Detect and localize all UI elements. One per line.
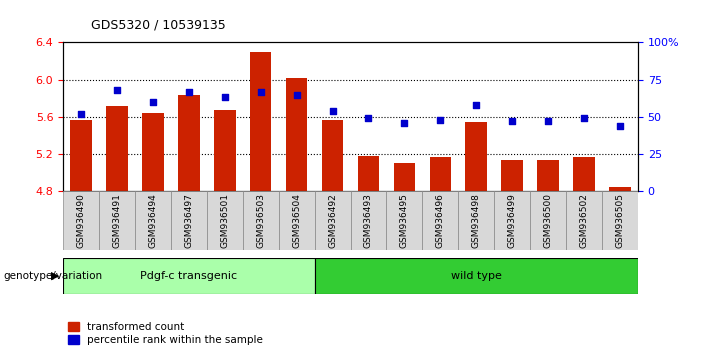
Point [363,115,374,121]
FancyBboxPatch shape [494,191,530,250]
Bar [501,160,523,191]
FancyBboxPatch shape [63,191,99,250]
Text: GSM936497: GSM936497 [184,193,193,248]
Text: GSM936501: GSM936501 [220,193,229,248]
FancyBboxPatch shape [315,258,638,294]
Point [183,89,194,95]
Text: GSM936505: GSM936505 [615,193,625,248]
FancyBboxPatch shape [207,191,243,250]
Text: GSM936499: GSM936499 [508,193,517,248]
Point [507,119,518,124]
FancyBboxPatch shape [171,191,207,250]
Text: GSM936498: GSM936498 [472,193,481,248]
FancyBboxPatch shape [315,191,350,250]
FancyBboxPatch shape [350,191,386,250]
Bar [322,120,343,191]
Point [219,95,231,100]
Text: wild type: wild type [451,271,502,281]
Point [76,111,87,117]
Point [543,119,554,124]
Bar [178,95,200,191]
Text: GSM936492: GSM936492 [328,193,337,248]
Text: Pdgf-c transgenic: Pdgf-c transgenic [140,271,238,281]
Text: GSM936496: GSM936496 [436,193,445,248]
FancyBboxPatch shape [530,191,566,250]
Text: GSM936494: GSM936494 [149,193,158,248]
FancyBboxPatch shape [386,191,422,250]
FancyBboxPatch shape [602,191,638,250]
Text: GSM936495: GSM936495 [400,193,409,248]
Text: GSM936504: GSM936504 [292,193,301,248]
FancyBboxPatch shape [99,191,135,250]
Bar [609,187,631,191]
FancyBboxPatch shape [566,191,602,250]
Text: GSM936502: GSM936502 [580,193,589,248]
Bar [106,105,128,191]
Point [111,87,123,93]
Legend: transformed count, percentile rank within the sample: transformed count, percentile rank withi… [68,322,263,345]
Text: ▶: ▶ [51,271,60,281]
Point [578,115,590,121]
FancyBboxPatch shape [278,191,315,250]
Bar [142,113,163,191]
Point [327,108,338,114]
Bar [358,156,379,191]
Text: GSM936493: GSM936493 [364,193,373,248]
Bar [465,122,487,191]
Bar [286,78,307,191]
Text: GSM936490: GSM936490 [76,193,86,248]
FancyBboxPatch shape [243,191,278,250]
FancyBboxPatch shape [63,258,315,294]
FancyBboxPatch shape [135,191,171,250]
FancyBboxPatch shape [422,191,458,250]
Point [147,99,158,105]
Point [614,123,625,129]
Text: genotype/variation: genotype/variation [4,271,102,281]
Point [470,102,482,108]
Bar [250,52,271,191]
Text: GSM936500: GSM936500 [543,193,552,248]
Bar [537,160,559,191]
Bar [214,110,236,191]
Bar [573,157,594,191]
Bar [70,120,92,191]
FancyBboxPatch shape [458,191,494,250]
Text: GSM936503: GSM936503 [256,193,265,248]
Point [291,92,302,97]
Point [255,89,266,95]
Point [435,117,446,122]
Bar [394,163,415,191]
Bar [430,157,451,191]
Point [399,120,410,126]
Text: GDS5320 / 10539135: GDS5320 / 10539135 [91,19,226,32]
Text: GSM936491: GSM936491 [112,193,121,248]
